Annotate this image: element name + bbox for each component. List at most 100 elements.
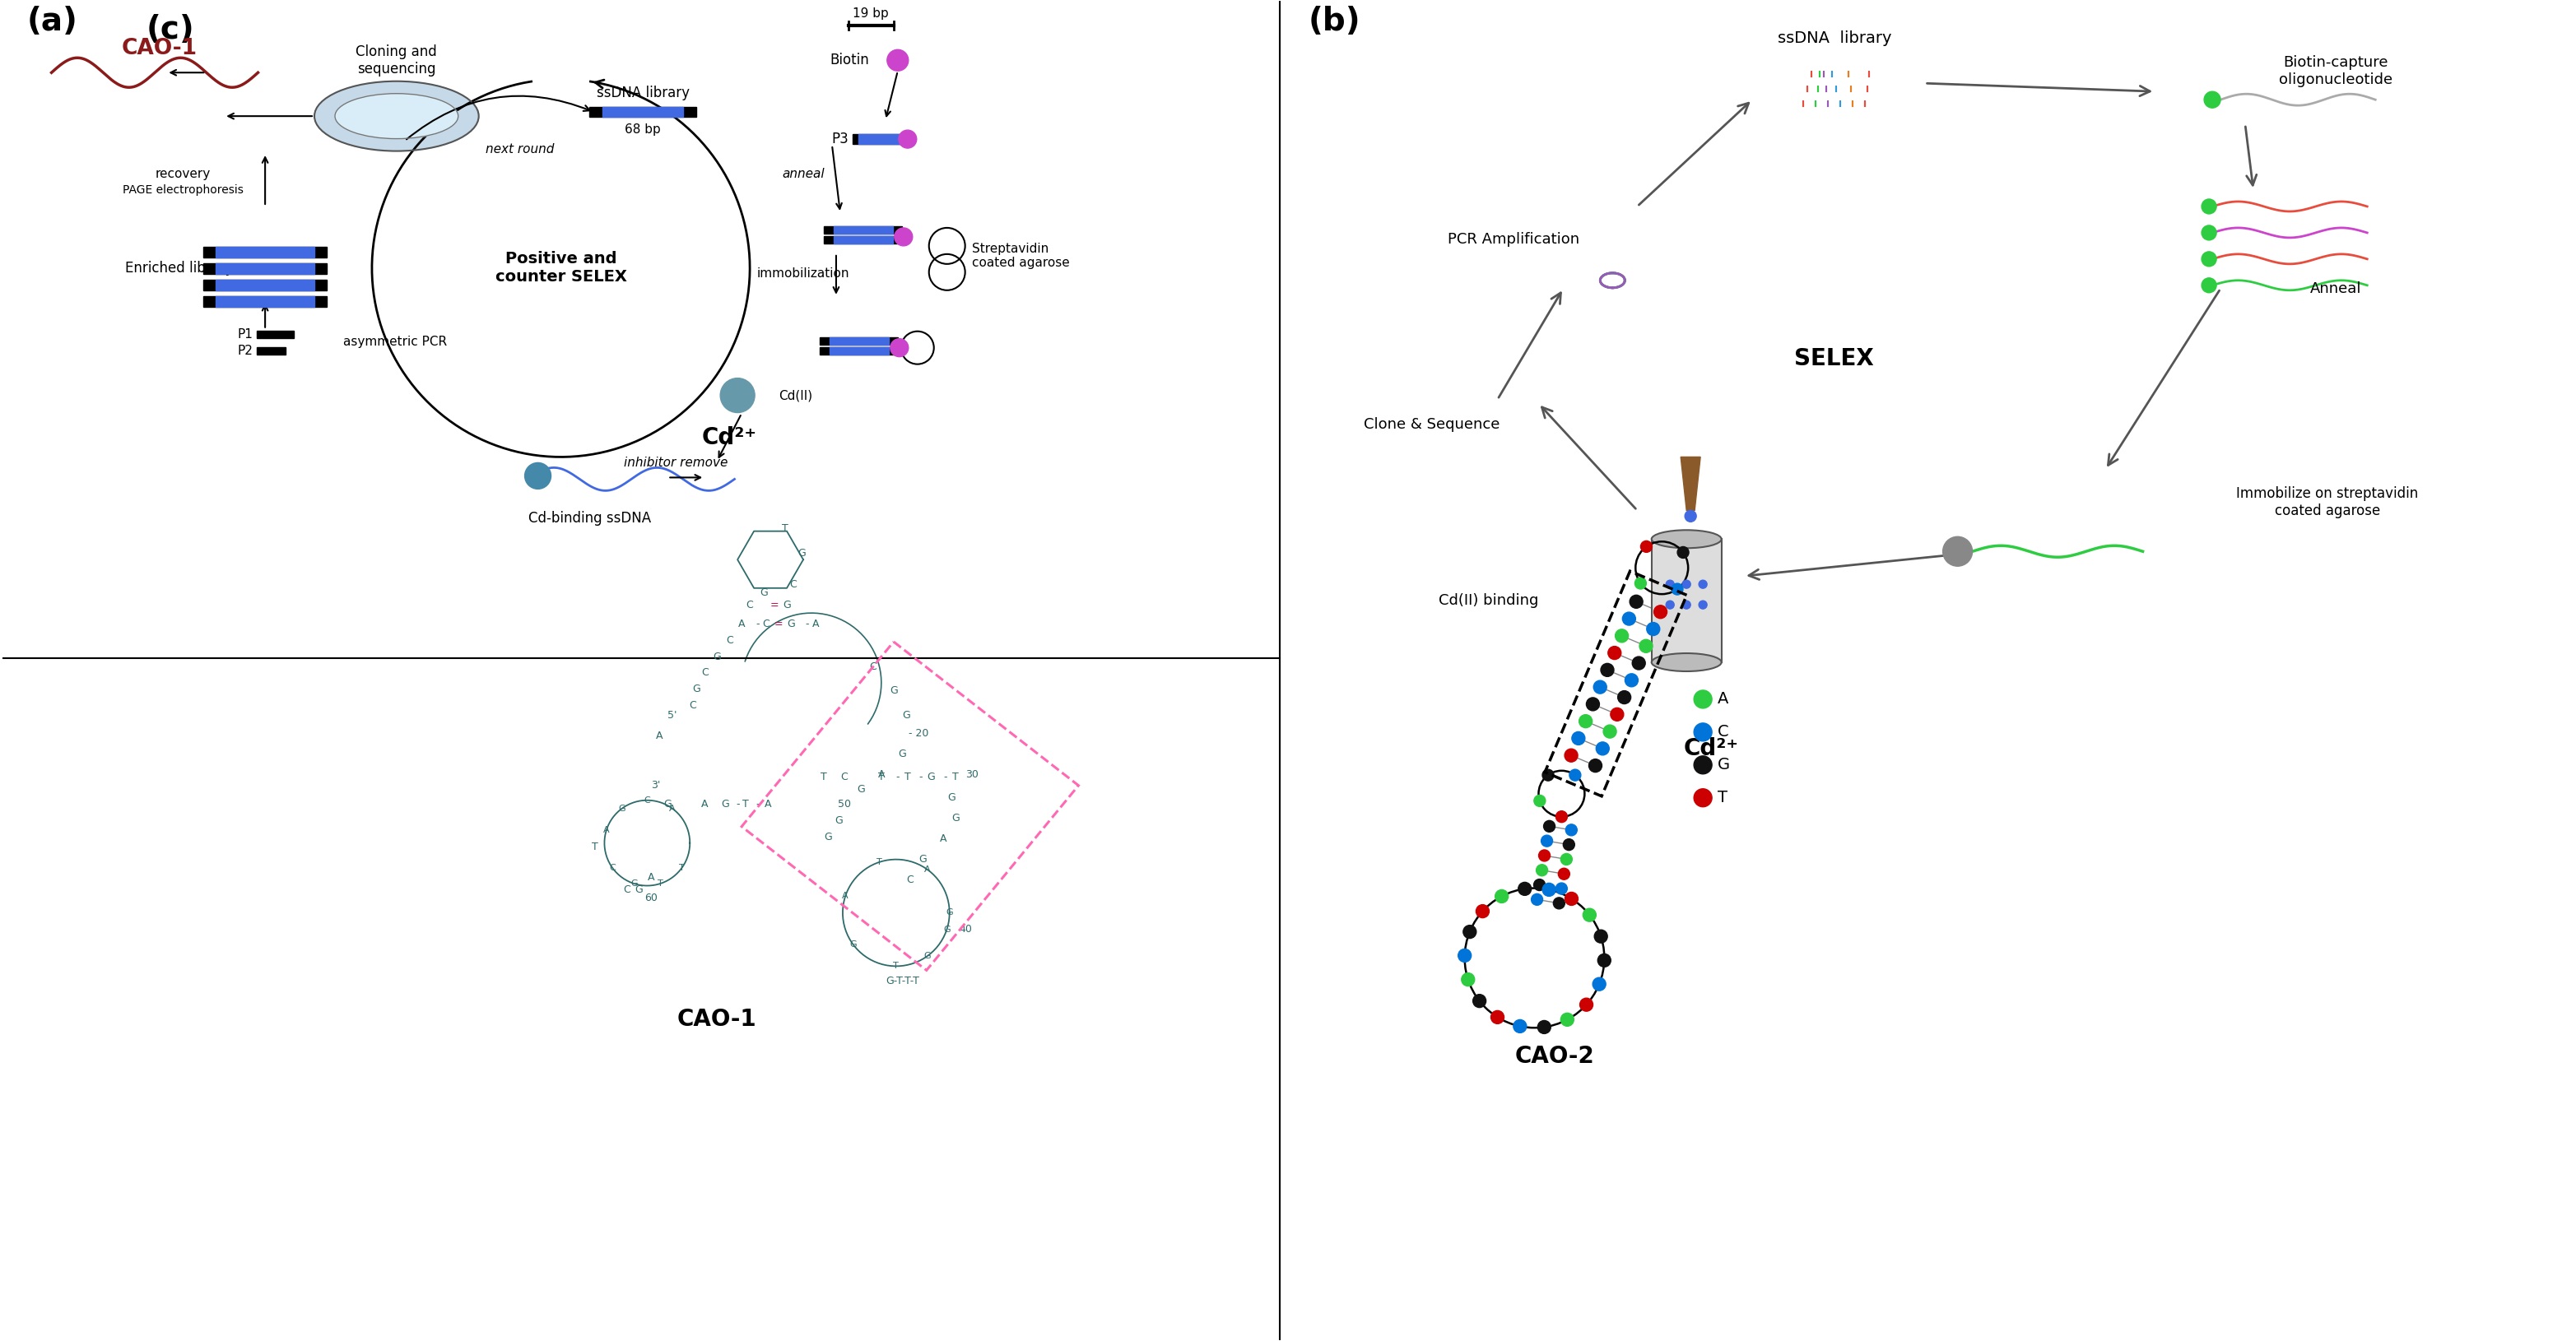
Circle shape [1695, 723, 1713, 742]
Text: G: G [618, 805, 626, 813]
Text: 68 bp: 68 bp [626, 123, 662, 135]
Text: G: G [951, 813, 958, 823]
Text: G: G [693, 684, 701, 695]
Text: T: T [592, 842, 598, 853]
Circle shape [721, 378, 755, 413]
Text: A: A [657, 731, 662, 742]
Text: G: G [1718, 758, 1731, 772]
Bar [204, 279, 327, 290]
Text: G: G [899, 748, 907, 759]
Circle shape [1638, 640, 1654, 653]
Circle shape [1695, 691, 1713, 708]
Circle shape [1646, 622, 1659, 636]
Text: Biotin-capture
oligonucleotide: Biotin-capture oligonucleotide [2280, 55, 2393, 87]
Circle shape [1597, 953, 1610, 967]
Bar [829, 347, 889, 354]
Text: CAO-1: CAO-1 [677, 1008, 757, 1031]
Bar [216, 296, 314, 307]
Text: G: G [889, 685, 896, 696]
Circle shape [1631, 595, 1643, 609]
Text: C: C [791, 579, 796, 590]
Text: Cloning and
sequencing: Cloning and sequencing [355, 44, 438, 76]
Text: T: T [904, 772, 912, 783]
Ellipse shape [1651, 653, 1721, 672]
Text: Enriched library: Enriched library [124, 260, 232, 275]
Circle shape [1461, 974, 1473, 986]
Circle shape [2205, 91, 2221, 107]
Circle shape [1517, 882, 1530, 896]
Text: C: C [688, 700, 696, 711]
Text: C: C [701, 668, 708, 679]
Bar [1651, 539, 1721, 662]
Bar [824, 236, 902, 244]
Bar [1546, 571, 1687, 797]
Text: 50: 50 [837, 799, 850, 810]
Text: G: G [631, 880, 636, 888]
Text: -: - [757, 799, 760, 810]
Text: immobilization: immobilization [757, 268, 850, 280]
Polygon shape [1680, 457, 1700, 511]
Circle shape [1595, 680, 1607, 693]
Circle shape [1623, 611, 1636, 625]
Circle shape [1569, 770, 1582, 780]
Bar [819, 337, 899, 345]
Text: G: G [783, 599, 791, 610]
Circle shape [1564, 748, 1577, 762]
Bar [258, 347, 286, 354]
Circle shape [1589, 759, 1602, 772]
Circle shape [1942, 536, 1973, 566]
Text: A: A [940, 834, 945, 845]
Text: A: A [842, 892, 848, 900]
Text: Immobilize on streptavidin
coated agarose: Immobilize on streptavidin coated agaros… [2236, 487, 2419, 518]
Circle shape [1553, 897, 1564, 909]
Circle shape [1672, 583, 1682, 595]
Text: Clone & Sequence: Clone & Sequence [1363, 417, 1499, 432]
Text: T: T [742, 799, 750, 810]
Circle shape [1695, 789, 1713, 807]
Text: (b): (b) [1309, 7, 1360, 38]
Circle shape [1654, 605, 1667, 618]
Text: Cd²⁺: Cd²⁺ [701, 426, 757, 449]
Ellipse shape [1651, 530, 1721, 548]
Text: A: A [739, 618, 744, 629]
Text: (c): (c) [147, 15, 193, 46]
Circle shape [1682, 601, 1690, 609]
Text: C: C [644, 797, 649, 805]
Circle shape [1564, 892, 1579, 905]
Circle shape [1618, 691, 1631, 704]
Circle shape [2202, 278, 2215, 292]
Text: Anneal: Anneal [2311, 282, 2362, 296]
Text: next round: next round [484, 142, 554, 156]
Ellipse shape [314, 82, 479, 152]
Circle shape [1602, 725, 1615, 738]
Text: T: T [953, 772, 958, 783]
Circle shape [1492, 1011, 1504, 1023]
Text: G: G [634, 885, 644, 896]
Circle shape [1685, 511, 1698, 522]
Text: G: G [927, 772, 935, 783]
Text: P1: P1 [237, 329, 252, 341]
Text: C: C [871, 661, 876, 672]
Text: P2: P2 [237, 345, 252, 357]
Text: G: G [824, 831, 832, 842]
Circle shape [1582, 908, 1597, 921]
Text: G: G [948, 793, 956, 803]
Circle shape [1535, 865, 1548, 876]
Text: C: C [907, 874, 914, 885]
Circle shape [1556, 882, 1566, 894]
Circle shape [1538, 1021, 1551, 1034]
Text: A: A [878, 770, 884, 780]
Circle shape [1473, 995, 1486, 1007]
Circle shape [1543, 821, 1556, 831]
Text: =: = [770, 599, 778, 610]
Text: CAO-1: CAO-1 [121, 38, 198, 59]
Text: G: G [799, 547, 806, 558]
Circle shape [2202, 225, 2215, 240]
Bar [824, 227, 902, 233]
Text: -: - [896, 772, 899, 783]
Bar [835, 227, 894, 233]
Bar [216, 279, 314, 290]
Text: -: - [943, 772, 948, 783]
Circle shape [1636, 578, 1646, 589]
Text: Cd(II) binding: Cd(II) binding [1440, 593, 1538, 607]
